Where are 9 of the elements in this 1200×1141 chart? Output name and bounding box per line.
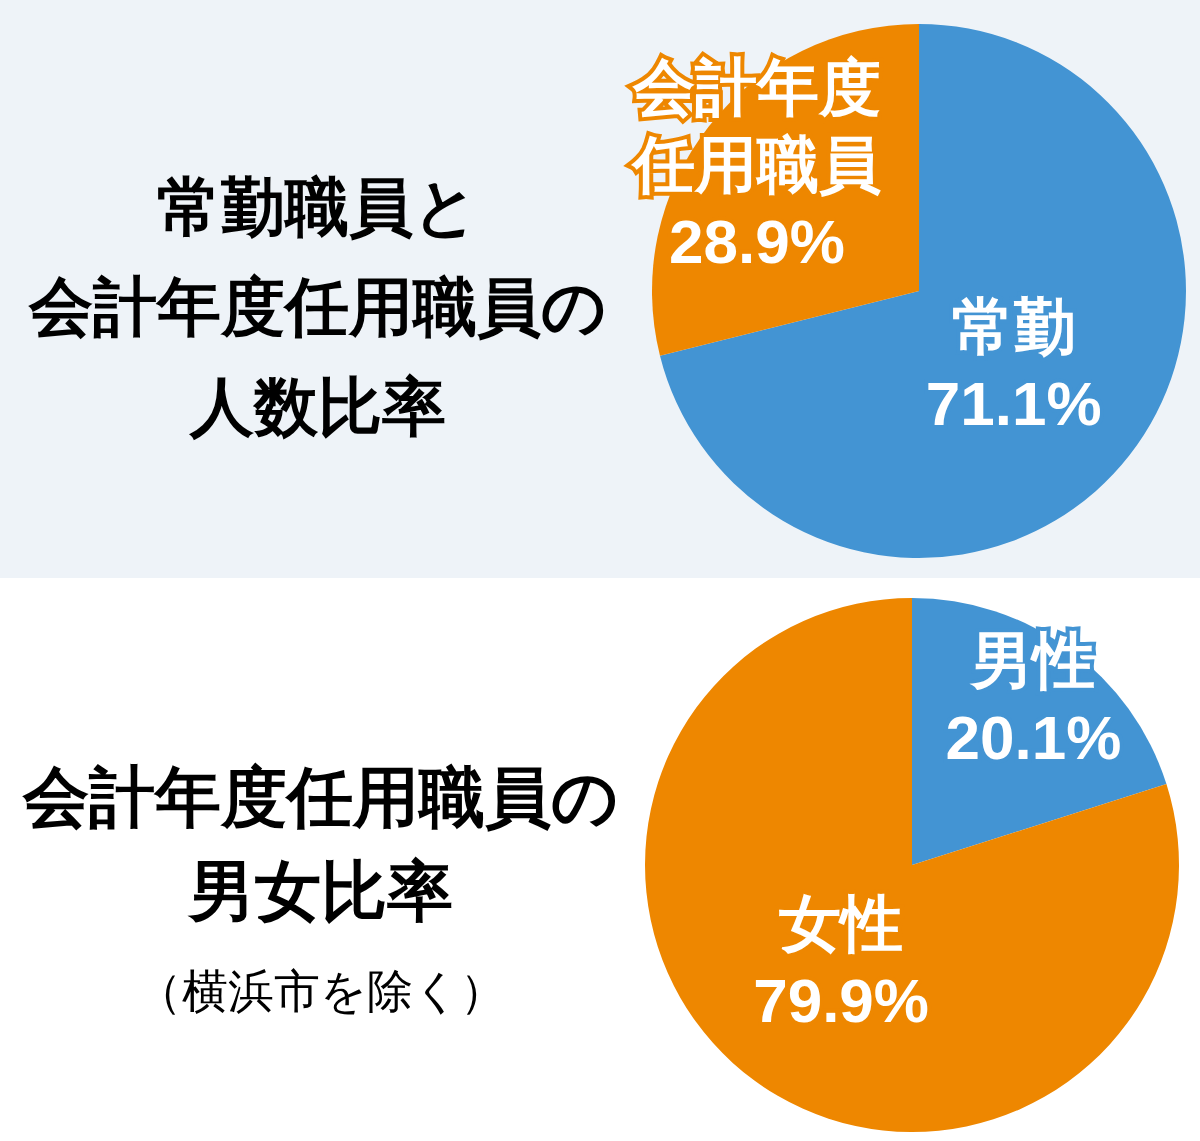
data-label: 28.9% [669,206,845,276]
slice-label: 常勤 [951,291,1076,361]
slice-label: 女性 [779,888,904,958]
data-label: 71.1% [925,368,1102,438]
text: 常勤職員と会計年度任用職員の人数比率 [28,170,607,444]
data-label: 20.1% [945,703,1122,773]
text: （横浜市を除く） [136,964,506,1018]
text: 会計年度任用職員の男女比率 [22,758,619,930]
data-label: 79.9% [753,965,929,1035]
